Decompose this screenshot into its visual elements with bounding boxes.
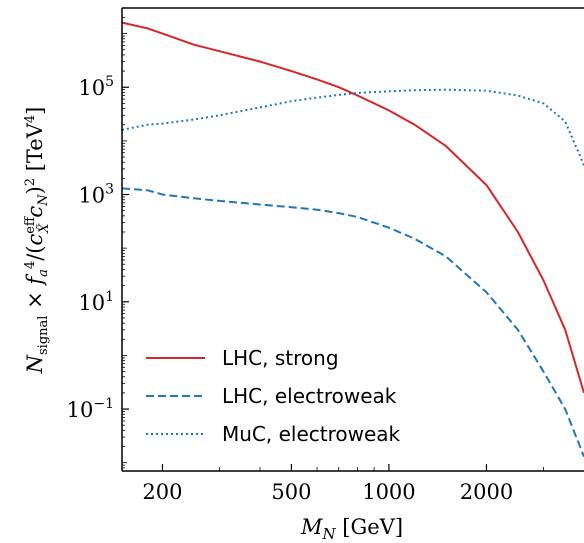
y-axis-title: Nsignal × fa4/(ceffX̃cN)2 [TeV4] [23, 107, 52, 375]
y-tick-label: 10−1 [67, 396, 114, 422]
series-line-1 [122, 21, 584, 394]
legend: LHC, strong LHC, electroweak MuC, electrow… [146, 346, 401, 446]
legend-label-2: LHC, electroweak [222, 384, 397, 408]
y-tick-label: 103 [78, 182, 114, 208]
x-axis-title: MN [GeV] [300, 515, 403, 543]
x-tick-label: 2000 [460, 480, 513, 504]
x-axis-title-text: MN [GeV] [300, 515, 403, 543]
series-layer [122, 21, 584, 457]
legend-label-1: LHC, strong [222, 346, 339, 370]
ticks: 200 500 1000 2000 10−1 101 103 105 [67, 17, 544, 504]
y-axis-title-text: Nsignal × fa4/(ceffX̃cN)2 [TeV4] [23, 107, 52, 375]
y-tick-label: 101 [78, 289, 114, 315]
x-tick-label: 500 [271, 480, 311, 504]
axes-frame [121, 7, 584, 472]
x-tick-label: 200 [142, 480, 182, 504]
series-line-2 [122, 187, 584, 457]
legend-label-3: MuC, electroweak [222, 422, 401, 446]
series-line-3 [122, 88, 584, 166]
y-tick-label: 105 [78, 74, 114, 100]
x-tick-label: 1000 [362, 480, 415, 504]
